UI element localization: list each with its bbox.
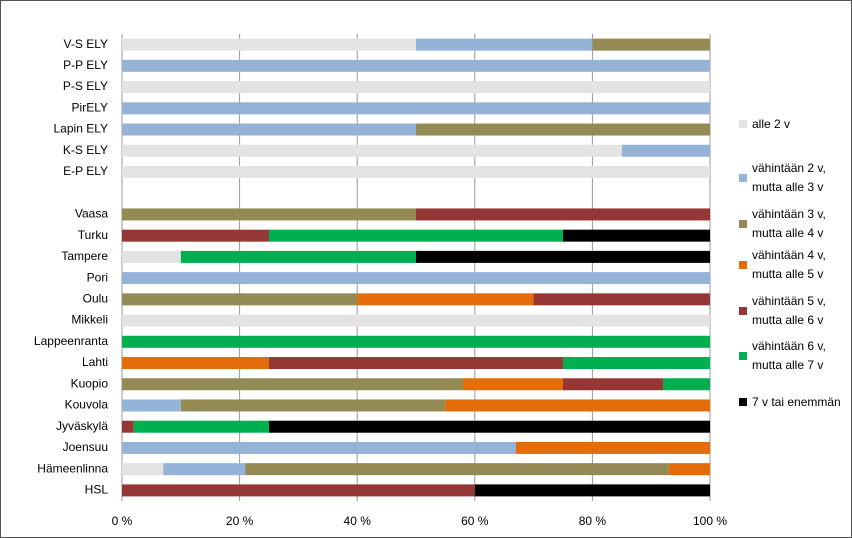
legend-swatch bbox=[739, 174, 747, 182]
y-tick-label: Mikkeli bbox=[71, 313, 108, 327]
bar-segment bbox=[592, 38, 710, 51]
legend-label: vähintään 3 v, mutta alle 4 v bbox=[752, 207, 826, 240]
bar-segment bbox=[122, 272, 710, 285]
y-tick-label: Lappeenranta bbox=[34, 334, 108, 348]
bar-segment bbox=[563, 357, 710, 370]
legend-swatch bbox=[739, 120, 747, 128]
y-tick-label: P-P ELY bbox=[63, 58, 108, 72]
bar-segment bbox=[269, 229, 563, 242]
bar-segment bbox=[463, 378, 563, 391]
bar-segment bbox=[621, 144, 710, 157]
bar-segment bbox=[122, 335, 710, 348]
x-tick-label: 20 % bbox=[226, 514, 254, 528]
bar-segment bbox=[445, 399, 710, 412]
legend-label: vähintään 2 v, mutta alle 3 v bbox=[752, 161, 826, 194]
bar-segment bbox=[122, 81, 710, 94]
bar-segment bbox=[245, 463, 669, 476]
bar-segment bbox=[357, 293, 534, 306]
y-tick-label: Lahti bbox=[82, 355, 108, 369]
y-tick-label: Oulu bbox=[83, 292, 108, 306]
y-tick-label: Joensuu bbox=[63, 440, 108, 454]
x-tick-label: 40 % bbox=[344, 514, 372, 528]
bar-segment bbox=[122, 165, 710, 178]
y-tick-label: HSL bbox=[85, 483, 109, 497]
y-tick-label: Turku bbox=[78, 228, 108, 242]
legend-label: vähintään 6 v, mutta alle 7 v bbox=[752, 339, 826, 372]
bar-segment bbox=[122, 314, 710, 327]
y-tick-label: E-P ELY bbox=[63, 164, 108, 178]
bar-segment bbox=[515, 441, 710, 454]
bar-segment bbox=[122, 399, 181, 412]
y-tick-label: Vaasa bbox=[75, 207, 108, 221]
bar-segment bbox=[122, 38, 416, 51]
bar-segment bbox=[668, 463, 710, 476]
legend-swatch bbox=[739, 352, 747, 360]
y-tick-label: V-S ELY bbox=[64, 37, 108, 51]
bar-segment bbox=[533, 293, 710, 306]
bar-segment bbox=[122, 463, 164, 476]
bar-segment bbox=[269, 420, 710, 433]
y-tick-label: Kouvola bbox=[65, 398, 109, 412]
legend-swatch bbox=[739, 261, 747, 269]
x-tick-label: 60 % bbox=[461, 514, 489, 528]
x-tick-label: 0 % bbox=[112, 514, 133, 528]
bar-segment bbox=[269, 357, 563, 370]
bar-segment bbox=[122, 484, 475, 497]
bar-segment bbox=[563, 229, 710, 242]
bar-segment bbox=[122, 208, 416, 221]
y-tick-label: Hämeenlinna bbox=[37, 461, 108, 475]
y-tick-label: Pori bbox=[87, 270, 108, 284]
legend-swatch bbox=[739, 398, 747, 406]
bar-segment bbox=[122, 441, 516, 454]
y-tick-label: Tampere bbox=[61, 249, 108, 263]
y-tick-label: Lapin ELY bbox=[54, 122, 109, 136]
bar-segment bbox=[563, 378, 663, 391]
bar-segment bbox=[662, 378, 710, 391]
y-tick-label: PirELY bbox=[72, 100, 108, 114]
bar-segment bbox=[163, 463, 246, 476]
bar-segment bbox=[122, 378, 464, 391]
bar-segment bbox=[122, 420, 134, 433]
bar-segment bbox=[122, 293, 358, 306]
legend-label: vähintään 4 v, mutta alle 5 v bbox=[752, 248, 826, 281]
bar-segment bbox=[122, 229, 269, 242]
legend-label: alle 2 v bbox=[752, 116, 791, 131]
bar-segment bbox=[180, 399, 446, 412]
bar-segment bbox=[416, 38, 593, 51]
bar-segment bbox=[122, 59, 710, 72]
y-tick-label: P-S ELY bbox=[63, 79, 108, 93]
bar-segment bbox=[416, 250, 710, 263]
bar-segment bbox=[416, 208, 710, 221]
bar-segment bbox=[474, 484, 710, 497]
bar-segment bbox=[416, 123, 710, 136]
x-tick-label: 80 % bbox=[579, 514, 607, 528]
bar-segment bbox=[180, 250, 416, 263]
bar-segment bbox=[122, 250, 181, 263]
bar-segment bbox=[122, 357, 269, 370]
bar-segment bbox=[122, 102, 710, 115]
y-tick-label: Jyväskylä bbox=[56, 419, 108, 433]
y-tick-label: Kuopio bbox=[71, 376, 109, 390]
legend-swatch bbox=[739, 307, 747, 315]
legend-label: vähintään 5 v, mutta alle 6 v bbox=[752, 294, 826, 327]
legend-label: 7 v tai enemmän bbox=[752, 394, 841, 409]
bar-segment bbox=[122, 144, 622, 157]
legend-swatch bbox=[739, 220, 747, 228]
bar-segment bbox=[122, 123, 416, 136]
y-tick-label: K-S ELY bbox=[63, 143, 108, 157]
x-tick-label: 100 % bbox=[693, 514, 727, 528]
bar-segment bbox=[133, 420, 269, 433]
